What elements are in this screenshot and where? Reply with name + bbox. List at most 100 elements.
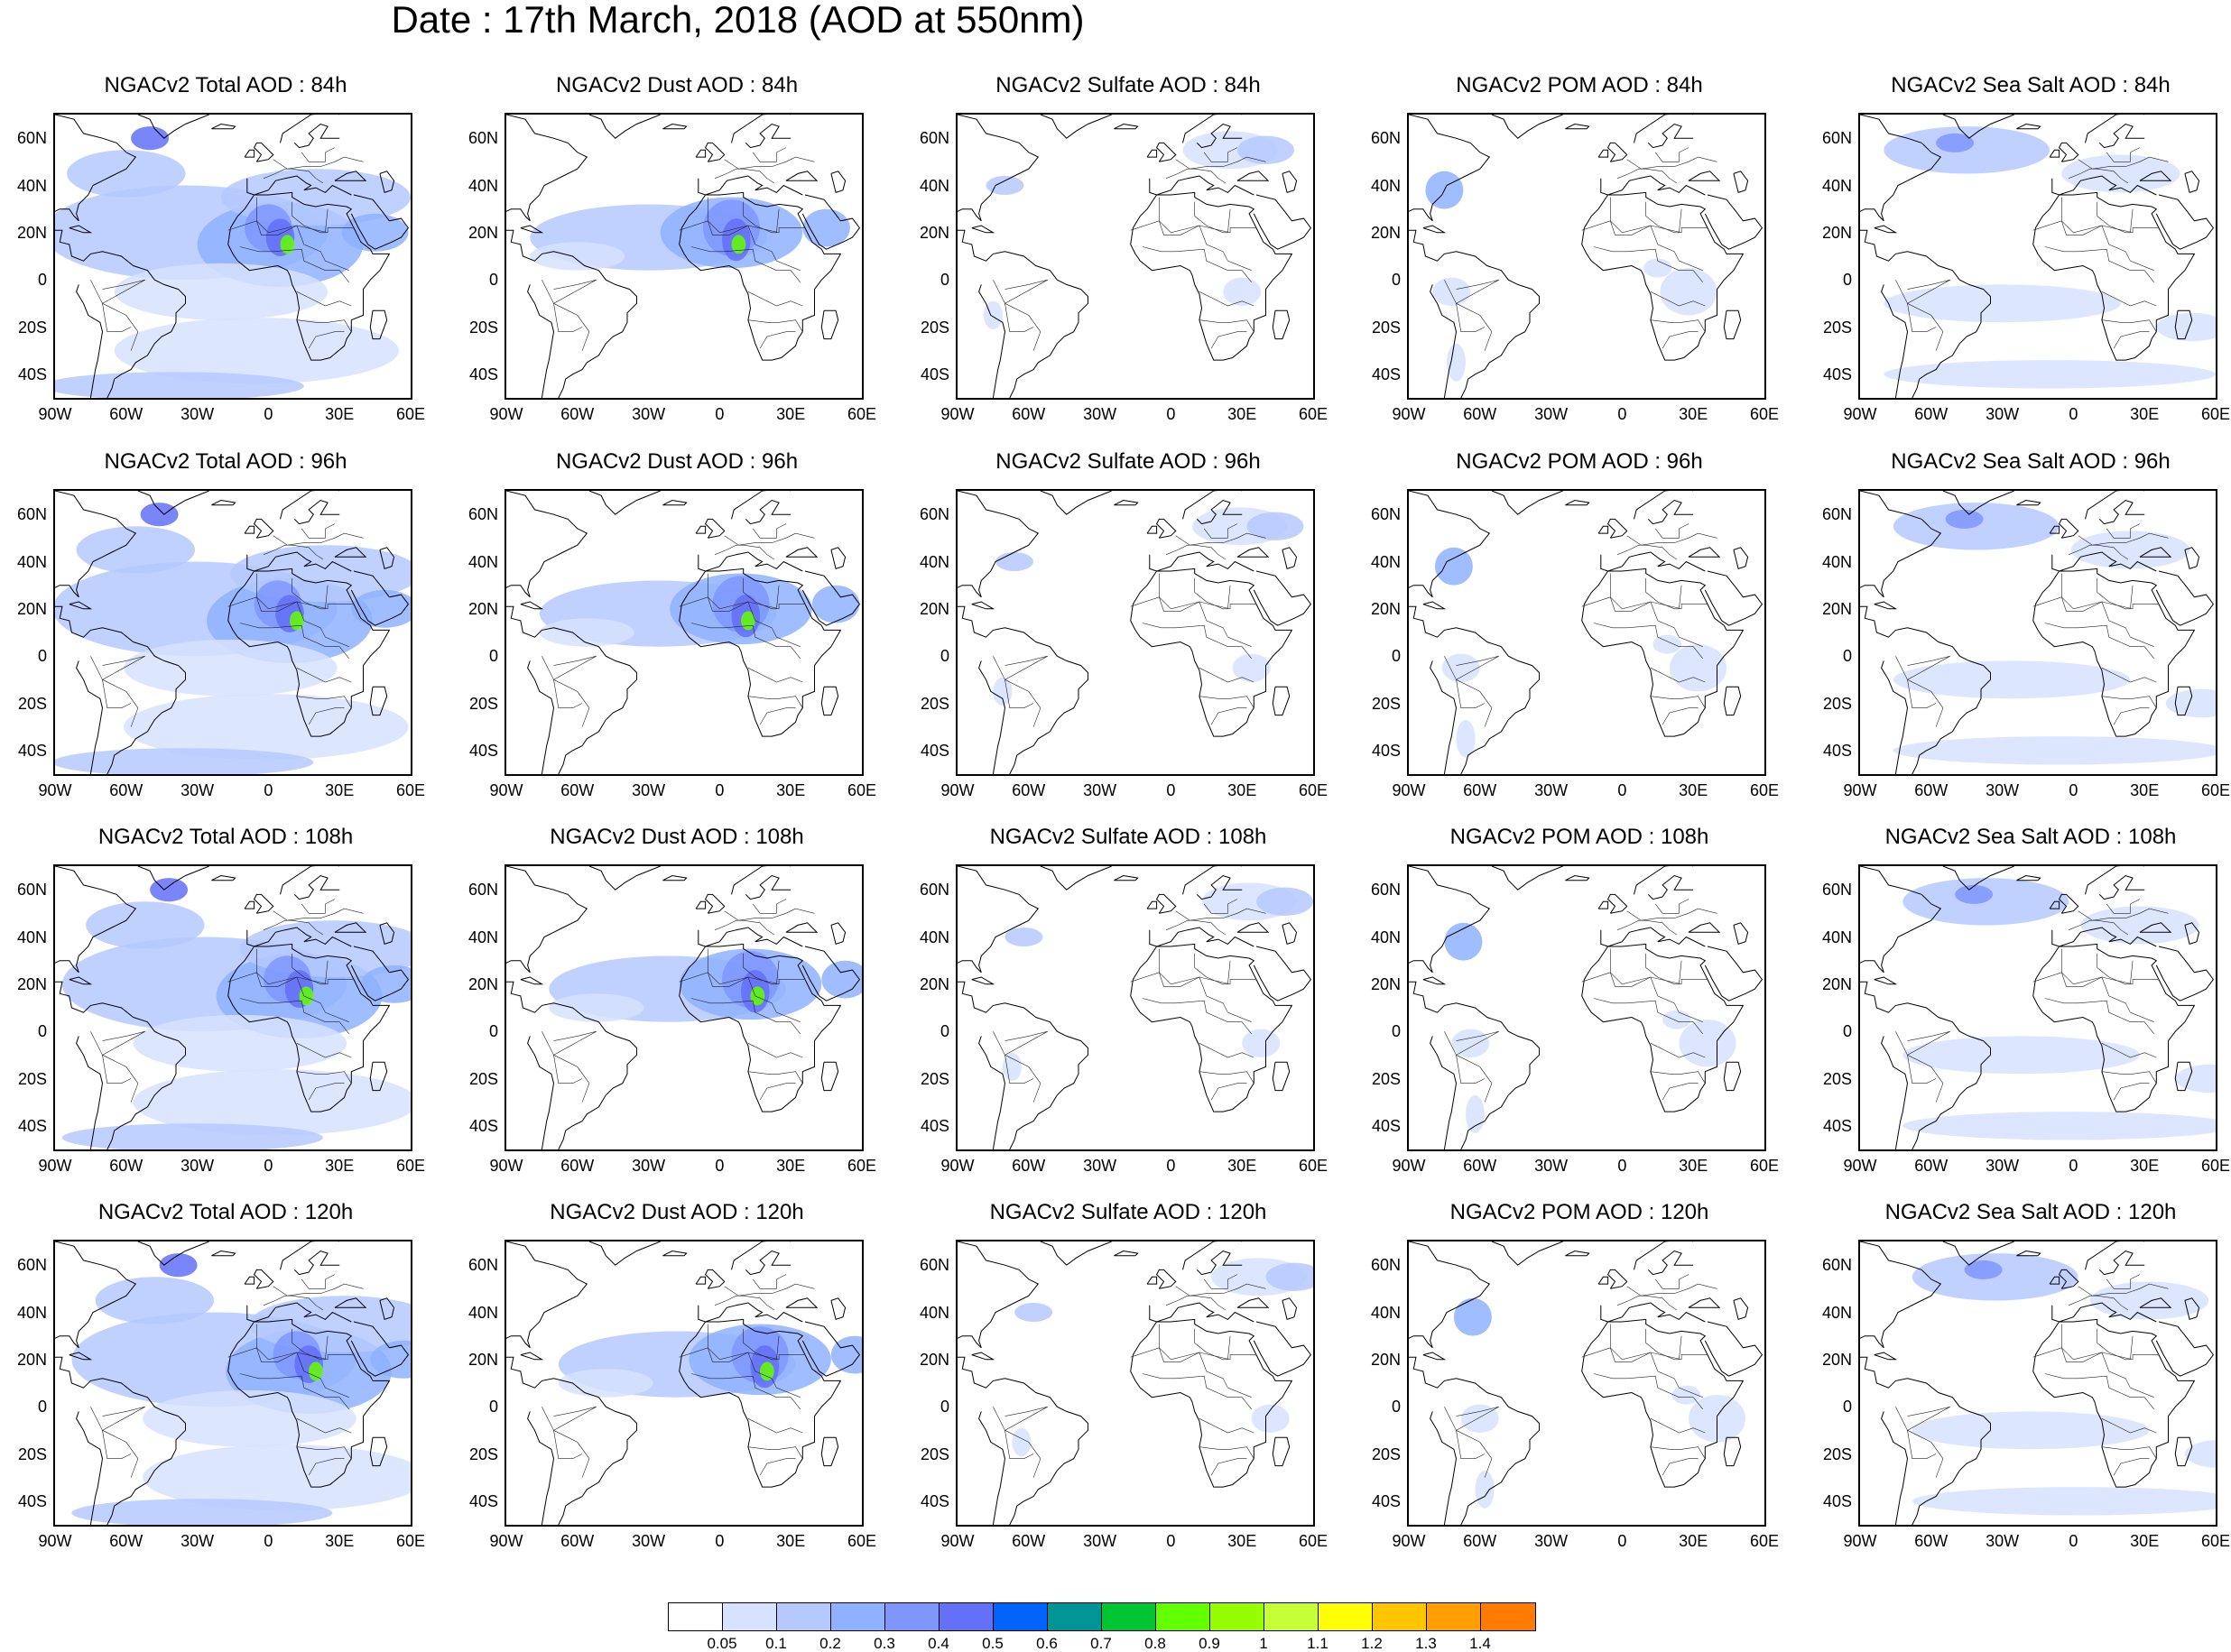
lon-tick-label: 30W	[181, 781, 215, 799]
lat-tick-label: 60N	[16, 1256, 47, 1275]
lon-tick-label: 60E	[2200, 405, 2231, 423]
coastline	[820, 1061, 839, 1092]
lat-tick-label: 60N	[1821, 129, 1852, 148]
country-border	[1199, 319, 1254, 332]
country-border	[2068, 168, 2128, 184]
lat-tick-label: 40N	[1821, 176, 1852, 195]
colorbar-box	[1373, 1603, 1427, 1630]
lon-tick-label: 30E	[2130, 781, 2160, 799]
country-border	[2106, 1274, 2141, 1289]
lat-tick-label: 20S	[920, 318, 949, 337]
country-border	[1199, 1043, 1254, 1058]
coastline	[379, 1297, 395, 1321]
coastline	[1723, 686, 1742, 716]
map-plot	[1409, 1241, 1764, 1525]
panel-title: NGACv2 Sea Salt AOD : 96h	[1891, 449, 2171, 474]
coastline	[2051, 551, 2157, 572]
map-panel-sulfate: NGACv2 Sulfate AOD : 84h 60N 40N 20N 0 20S 40S…	[903, 73, 1354, 453]
panel-title: NGACv2 Total AOD : 120h	[97, 1200, 354, 1224]
coastline	[1942, 1241, 2014, 1266]
aod-shading	[1955, 884, 1994, 904]
coastline	[695, 1276, 707, 1285]
country-border	[1662, 707, 1699, 725]
lon-tick-label: 90W	[489, 1157, 523, 1175]
coastline	[1704, 570, 1764, 626]
country-border	[2044, 998, 2154, 1034]
country-border	[552, 279, 597, 351]
coastline	[2155, 570, 2215, 626]
aod-shading	[1660, 268, 1717, 316]
lat-tick-label: 20S	[17, 1444, 47, 1463]
aod-shading	[131, 126, 170, 151]
lon-tick-label: 30W	[1083, 781, 1117, 799]
lon-tick-label: 60W	[1012, 405, 1046, 423]
panel-title: NGACv2 Dust AOD : 96h	[555, 449, 799, 474]
coastline	[1282, 1297, 1298, 1321]
map-panel-seasalt: NGACv2 Sea Salt AOD : 84h 60N 40N 20N 0 20S 40…	[1805, 73, 2231, 453]
coastline	[379, 171, 395, 194]
lon-tick-label: 30E	[1679, 781, 1708, 799]
lon-tick-label: 90W	[1843, 405, 1877, 423]
coastline	[745, 123, 791, 149]
coastline	[76, 284, 104, 398]
lat-tick-label: 60N	[919, 505, 949, 524]
lon-tick-label: 60W	[109, 1157, 143, 1175]
lat-tick-label: 20N	[467, 974, 498, 993]
country-border	[690, 998, 801, 1034]
panel-title: NGACv2 POM AOD : 84h	[1456, 73, 1703, 97]
coastline	[958, 229, 1088, 398]
aod-shading	[1466, 1094, 1485, 1133]
coastline	[1422, 225, 1447, 234]
country-border	[1645, 577, 1682, 610]
lat-tick-label: 0	[1842, 647, 1852, 666]
lat-tick-label: 20N	[919, 1350, 949, 1369]
country-border	[714, 544, 774, 560]
colorbar-label: 0.8	[1144, 1635, 1166, 1652]
coastline	[830, 922, 847, 946]
coastline	[369, 686, 388, 716]
country-border	[993, 656, 1034, 708]
map-plot	[958, 491, 1312, 774]
country-border	[2106, 147, 2141, 162]
coastline	[1040, 115, 1112, 139]
lat-tick-label: 40N	[1370, 552, 1401, 571]
map-panel-dust: NGACv2 Dust AOD : 120h 60N 40N 20N 0 20S 40S 90…	[451, 1200, 903, 1580]
coastline	[1688, 171, 1721, 181]
lat-tick-label: 20N	[467, 599, 498, 618]
lon-tick-label: 0	[715, 405, 725, 423]
coastline	[958, 981, 1088, 1149]
lat-tick-label: 20S	[1822, 1444, 1852, 1463]
coastline	[958, 491, 1040, 598]
coastline	[1409, 1356, 1540, 1525]
country-border	[993, 1407, 1034, 1459]
country-border	[714, 168, 774, 184]
coastline	[69, 225, 93, 234]
country-border	[256, 948, 349, 1022]
country-border	[1650, 1446, 1706, 1459]
coastline	[1733, 171, 1749, 194]
aod-shading	[1670, 644, 1726, 692]
coastline	[2174, 686, 2193, 716]
lon-tick-label: 90W	[1843, 781, 1877, 799]
coastline	[1155, 142, 1177, 162]
lat-tick-label: 20S	[468, 1444, 498, 1463]
country-border	[296, 319, 352, 332]
coastline	[1272, 1061, 1291, 1092]
aod-shading	[1964, 1260, 2003, 1279]
coastline	[1196, 874, 1243, 900]
lon-tick-label: 30E	[2130, 405, 2160, 423]
coastline	[1149, 551, 1254, 572]
aod-shading	[1456, 719, 1476, 758]
country-border	[1199, 668, 1254, 683]
country-border	[1199, 1418, 1254, 1434]
coastline	[958, 866, 1040, 974]
coastline	[76, 660, 104, 774]
lat-tick-label: 0	[488, 1398, 498, 1417]
lon-tick-label: 30E	[776, 1532, 806, 1550]
lon-tick-label: 90W	[1392, 1157, 1426, 1175]
country-border	[1194, 577, 1231, 610]
lon-tick-label: 30E	[325, 1157, 355, 1175]
map-panel-dust: NGACv2 Dust AOD : 84h 60N 40N 20N 0 20S 40S 90W…	[451, 73, 903, 453]
coastline	[55, 1356, 186, 1525]
country-border	[1650, 291, 1706, 307]
